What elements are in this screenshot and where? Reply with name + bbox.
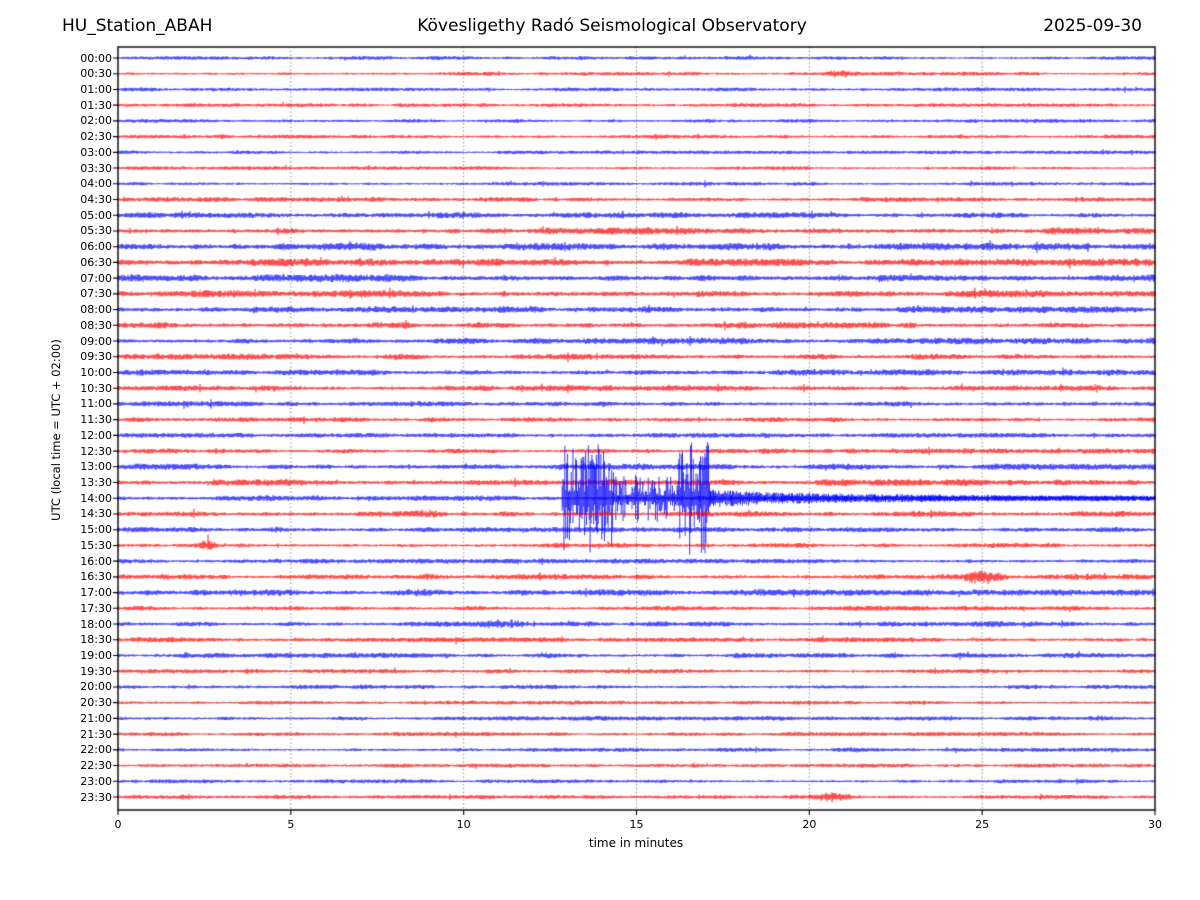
y-tick-label-10:30: 10:30	[80, 381, 112, 395]
y-tick-label-18:30: 18:30	[80, 633, 112, 647]
y-tick-label-22:00: 22:00	[80, 743, 112, 757]
y-tick-label-02:00: 02:00	[80, 114, 112, 128]
y-tick-label-00:00: 00:00	[80, 51, 112, 65]
y-tick-label-22:30: 22:30	[80, 759, 112, 773]
y-tick-label-05:00: 05:00	[80, 208, 112, 222]
y-tick-label-15:00: 15:00	[80, 523, 112, 537]
y-tick-label-09:30: 09:30	[80, 350, 112, 364]
y-tick-label-02:30: 02:30	[80, 130, 112, 144]
y-tick-label-06:00: 06:00	[80, 240, 112, 254]
x-tick-label-5: 5	[287, 818, 295, 831]
x-tick-label-10: 10	[456, 818, 471, 831]
y-tick-label-08:00: 08:00	[80, 303, 112, 317]
y-tick-label-06:30: 06:30	[80, 255, 112, 269]
y-tick-label-11:30: 11:30	[80, 413, 112, 427]
x-tick-label-20: 20	[802, 818, 817, 831]
station-title: HU_Station_ABAH	[62, 16, 213, 36]
y-tick-label-16:00: 16:00	[80, 554, 112, 568]
y-tick-label-03:00: 03:00	[80, 145, 112, 159]
y-tick-label-05:30: 05:30	[80, 224, 112, 238]
y-tick-label-00:30: 00:30	[80, 67, 112, 81]
x-tick-label-25: 25	[975, 818, 990, 831]
y-tick-label-04:00: 04:00	[80, 177, 112, 191]
y-tick-label-14:00: 14:00	[80, 491, 112, 505]
y-tick-label-07:00: 07:00	[80, 271, 112, 285]
y-tick-label-21:00: 21:00	[80, 711, 112, 725]
x-tick-label-15: 15	[629, 818, 644, 831]
y-tick-label-15:30: 15:30	[80, 538, 112, 552]
y-tick-label-16:30: 16:30	[80, 570, 112, 584]
y-tick-label-20:30: 20:30	[80, 696, 112, 710]
y-tick-label-07:30: 07:30	[80, 287, 112, 301]
y-tick-label-19:30: 19:30	[80, 664, 112, 678]
y-tick-label-14:30: 14:30	[80, 507, 112, 521]
y-tick-label-01:30: 01:30	[80, 98, 112, 112]
y-tick-label-23:30: 23:30	[80, 790, 112, 804]
y-tick-label-21:30: 21:30	[80, 727, 112, 741]
y-tick-label-01:00: 01:00	[80, 82, 112, 96]
y-tick-label-20:00: 20:00	[80, 680, 112, 694]
y-tick-label-17:30: 17:30	[80, 601, 112, 615]
y-tick-label-18:00: 18:00	[80, 617, 112, 631]
y-tick-label-13:00: 13:00	[80, 460, 112, 474]
x-tick-label-30: 30	[1148, 818, 1162, 831]
x-tick-label-0: 0	[114, 818, 122, 831]
y-tick-label-03:30: 03:30	[80, 161, 112, 175]
y-tick-label-13:30: 13:30	[80, 476, 112, 490]
y-tick-label-12:30: 12:30	[80, 444, 112, 458]
y-tick-label-08:30: 08:30	[80, 318, 112, 332]
y-tick-label-19:00: 19:00	[80, 648, 112, 662]
y-tick-label-10:00: 10:00	[80, 365, 112, 379]
observatory-title: Kövesligethy Radó Seismological Observat…	[417, 16, 807, 36]
x-axis-label: time in minutes	[588, 836, 684, 850]
date-title: 2025-09-30	[1043, 16, 1142, 36]
y-tick-label-23:00: 23:00	[80, 774, 112, 788]
y-tick-label-12:00: 12:00	[80, 428, 112, 442]
y-tick-label-11:00: 11:00	[80, 397, 112, 411]
y-tick-label-17:00: 17:00	[80, 586, 112, 600]
y-tick-label-09:00: 09:00	[80, 334, 112, 348]
y-tick-label-04:30: 04:30	[80, 193, 112, 206]
